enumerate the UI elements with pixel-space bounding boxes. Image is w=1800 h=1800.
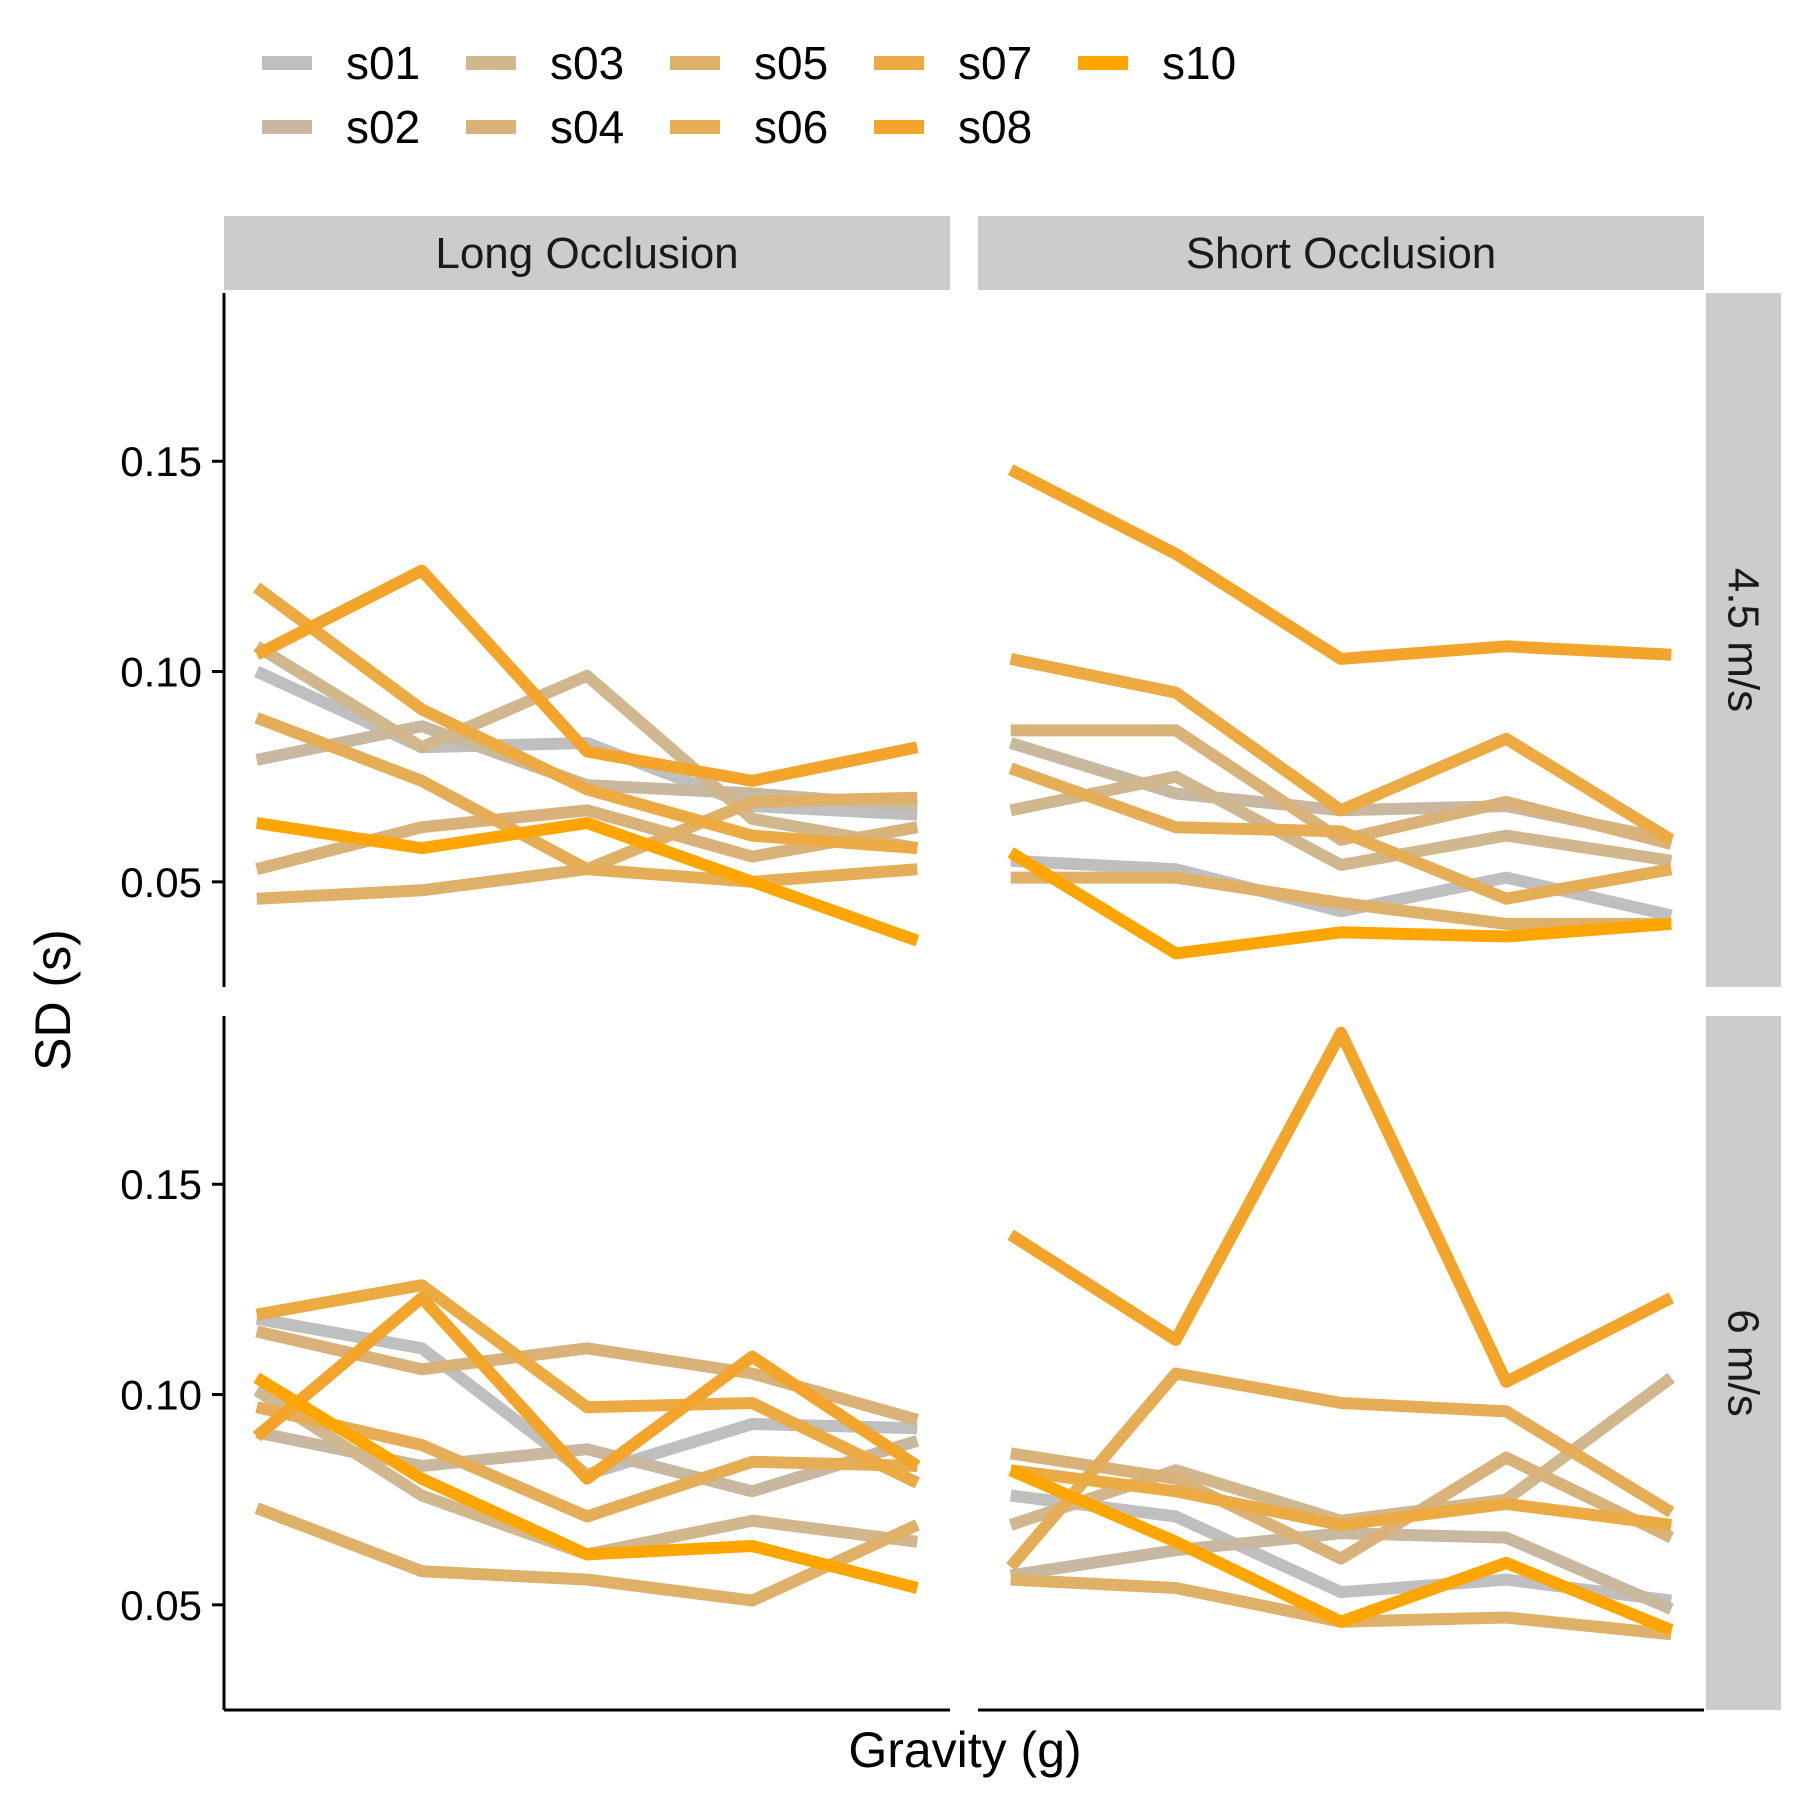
y-tick-label: 0.15 xyxy=(120,1161,202,1208)
strip-label-v45: 4.5 m/s xyxy=(1719,568,1768,712)
legend-key-s01 xyxy=(262,56,312,70)
series-line-s07 xyxy=(253,582,918,855)
series-line-s10 xyxy=(253,1372,919,1594)
panel-long-v45 xyxy=(222,293,920,987)
legend-item-s10: s10 xyxy=(1078,37,1236,89)
series-line-s08 xyxy=(253,564,919,787)
panel-long-v6 xyxy=(222,1016,950,1712)
y-tick-label: 0.05 xyxy=(120,859,202,906)
legend-item-s04: s04 xyxy=(466,101,624,153)
legend-label-s10: s10 xyxy=(1162,37,1236,89)
series-line-s04 xyxy=(1010,724,1673,850)
series-line-s05 xyxy=(254,1502,920,1607)
legend-key-s07 xyxy=(874,56,924,70)
series-line-s06 xyxy=(1006,1367,1675,1571)
series-line-s06 xyxy=(1008,762,1673,905)
legend-label-s05: s05 xyxy=(754,37,828,89)
legend-item-s07: s07 xyxy=(874,37,1032,89)
panels xyxy=(222,293,1704,1712)
y-axes: 0.05 0.10 0.15 0.05 0.10 0.15 xyxy=(120,438,224,1629)
legend: s01 s02 s03 s04 s05 s06 s07 s08 s10 xyxy=(262,37,1236,153)
strip-short xyxy=(978,216,1704,290)
legend-key-s06 xyxy=(670,120,720,134)
legend-label-s02: s02 xyxy=(346,101,420,153)
legend-label-s07: s07 xyxy=(958,37,1032,89)
legend-item-s03: s03 xyxy=(466,37,624,89)
series-line-s03 xyxy=(253,641,919,855)
series-line-s08 xyxy=(1007,1026,1675,1388)
series-line-s08 xyxy=(1007,464,1672,665)
series-line-s02 xyxy=(1009,1527,1674,1615)
legend-label-s01: s01 xyxy=(346,37,420,89)
series-line-s10 xyxy=(1008,1464,1674,1636)
y-tick-label: 0.10 xyxy=(120,1372,202,1419)
series-line-s08 xyxy=(252,1291,921,1485)
series-line-s10 xyxy=(1007,847,1672,960)
legend-key-s08 xyxy=(874,120,924,134)
legend-label-s03: s03 xyxy=(550,37,624,89)
strip-long xyxy=(224,216,950,290)
strip-label-long: Long Occlusion xyxy=(435,229,738,278)
panel-short-v6 xyxy=(978,1026,1704,1712)
series-line-s05 xyxy=(1010,871,1672,930)
legend-key-s02 xyxy=(262,120,312,134)
legend-key-s10 xyxy=(1078,56,1128,70)
legend-key-s04 xyxy=(466,120,516,134)
y-axis-v45: 0.05 0.10 0.15 xyxy=(120,438,224,906)
strip-v6 xyxy=(1706,1016,1781,1710)
strip-label-short: Short Occlusion xyxy=(1186,229,1497,278)
series-line-s07 xyxy=(255,1279,920,1489)
legend-label-s08: s08 xyxy=(958,101,1032,153)
legend-label-s04: s04 xyxy=(550,101,624,153)
y-tick-label: 0.05 xyxy=(120,1582,202,1629)
series-line-s10 xyxy=(255,817,920,947)
legend-item-s02: s02 xyxy=(262,101,420,153)
series-line-s07 xyxy=(1009,653,1675,845)
legend-item-s05: s05 xyxy=(670,37,828,89)
series-line-s04 xyxy=(1009,1447,1674,1565)
y-tick-label: 0.10 xyxy=(120,649,202,696)
legend-key-s05 xyxy=(670,56,720,70)
x-axis-title: Gravity (g) xyxy=(848,1722,1081,1778)
legend-item-s01: s01 xyxy=(262,37,420,89)
strip-v45 xyxy=(1706,293,1781,987)
panel-short-v45 xyxy=(1007,464,1675,960)
strip-label-v6: 6 m/s xyxy=(1719,1309,1768,1417)
y-axis-title: SD (s) xyxy=(25,929,81,1071)
y-axis-v6: 0.05 0.10 0.15 xyxy=(120,1161,224,1629)
series-line-s03 xyxy=(1009,770,1673,871)
legend-item-s06: s06 xyxy=(670,101,828,153)
series-line-s07 xyxy=(1009,1464,1673,1531)
strips: Long Occlusion Short Occlusion 4.5 m/s 6 m/… xyxy=(224,216,1781,1710)
series-line-s06 xyxy=(254,712,918,888)
y-tick-label: 0.15 xyxy=(120,438,202,485)
series-line-s06 xyxy=(255,1401,918,1523)
legend-item-s08: s08 xyxy=(874,101,1032,153)
legend-label-s06: s06 xyxy=(754,101,828,153)
legend-key-s03 xyxy=(466,56,516,70)
